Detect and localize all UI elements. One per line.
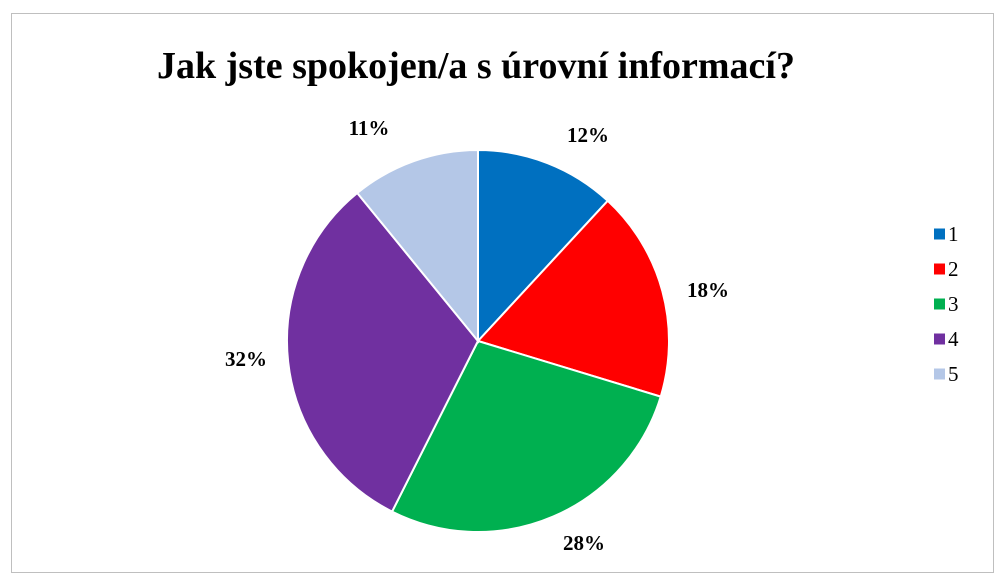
data-label-4: 32% [225,347,267,371]
data-label-2: 18% [687,278,729,302]
pie-slice-5 [355,148,479,344]
data-labels: 12% 18% 28% 32% 11% [225,116,729,555]
legend-label-4: 4 [948,327,959,351]
pie-slice-3 [390,339,662,533]
legend-swatch-3 [934,298,945,310]
data-label-3: 28% [563,531,605,555]
pie-slice-4 [286,191,480,513]
chart-title: Jak jste spokojen/a s úrovní informací? [157,45,795,87]
data-label-1: 12% [567,123,609,147]
legend-swatch-1 [934,228,945,240]
legend-label-5: 5 [948,362,959,386]
data-label-5: 11% [349,116,390,140]
legend: 1 2 3 4 5 [934,222,959,386]
legend-label-2: 2 [948,257,959,281]
legend-label-1: 1 [948,222,959,246]
legend-label-3: 3 [948,292,959,316]
pie-slice-2 [476,199,670,398]
pie-slices [286,148,670,533]
legend-swatch-2 [934,263,945,275]
legend-swatch-5 [934,368,945,380]
legend-swatch-4 [934,333,945,345]
pie-slice-1 [477,148,610,344]
